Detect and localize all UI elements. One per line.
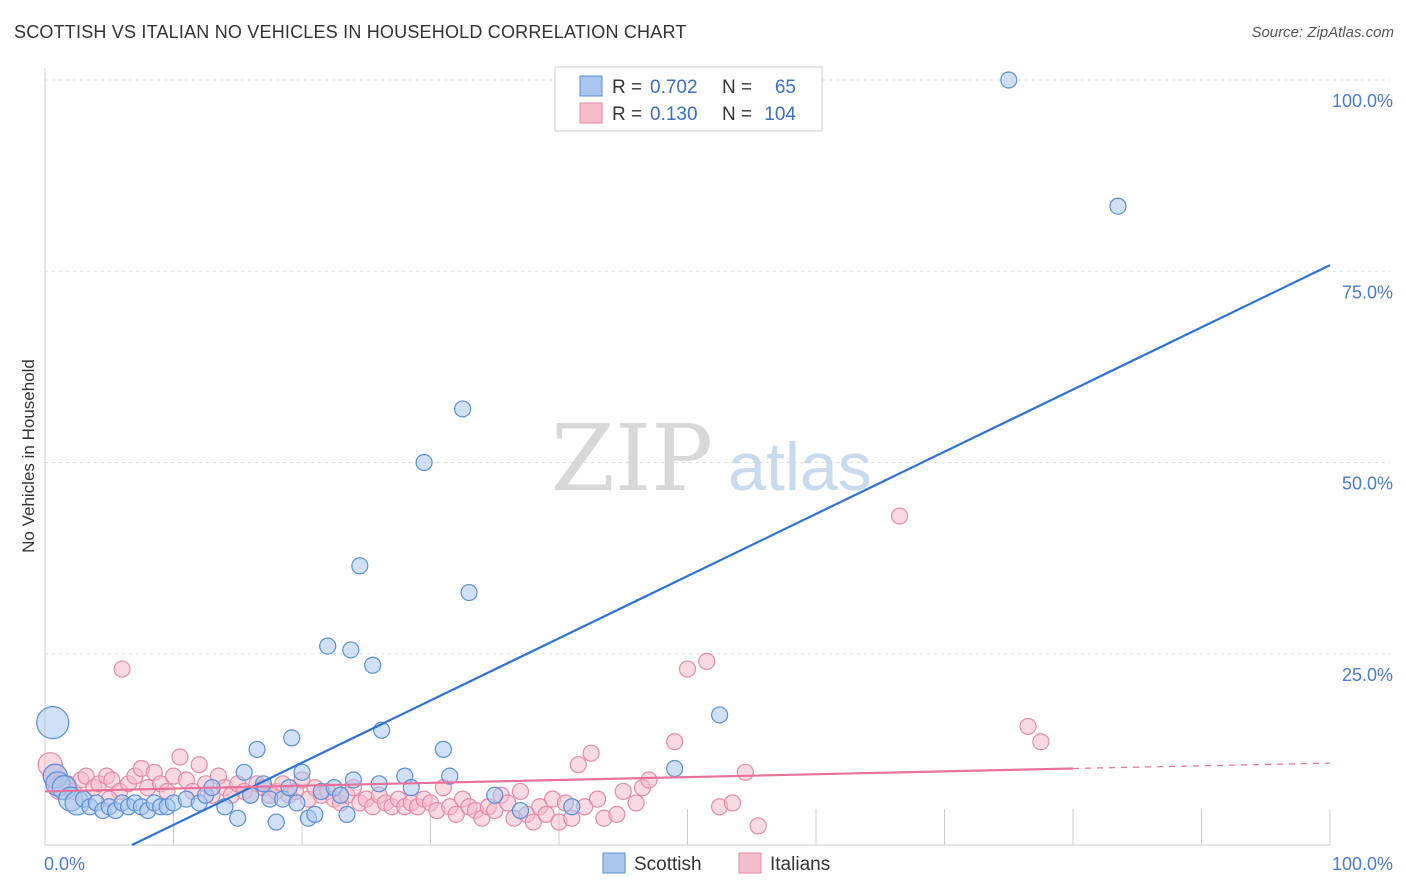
italians-point	[190, 756, 208, 774]
scottish-point	[288, 794, 306, 812]
italians-point	[723, 794, 742, 812]
scottish-r-label: R =	[612, 77, 642, 98]
scottish-point	[460, 583, 478, 602]
italians-point	[666, 733, 684, 751]
italians-point	[640, 771, 658, 789]
italians-point	[1019, 717, 1037, 736]
italians-series-label: Italians	[770, 854, 830, 875]
scottish-n-value: 65	[775, 77, 796, 98]
italians-series-swatch	[738, 852, 762, 874]
y-tick-label: 100.0%	[1332, 91, 1393, 111]
correlation-legend: R = 0.702 N = 65 R = 0.130 N = 104	[554, 66, 823, 132]
italians-point	[678, 660, 697, 678]
scottish-point	[441, 767, 459, 785]
trend-lines	[44, 264, 1331, 846]
scottish-point	[454, 400, 472, 418]
scottish-point	[338, 805, 356, 824]
watermark-atlas: atlas	[728, 429, 872, 505]
scottish-point	[666, 759, 684, 778]
italians-trend-line	[44, 767, 1074, 793]
italians-point	[1032, 733, 1050, 751]
italians-point	[608, 805, 626, 824]
scottish-point	[563, 798, 581, 816]
scottish-point	[1109, 197, 1127, 215]
scottish-point	[486, 786, 504, 804]
scottish-point	[342, 641, 360, 659]
scottish-point	[267, 813, 285, 831]
scottish-points	[36, 71, 1127, 831]
italians-point	[890, 507, 909, 525]
source-credit: Source: ZipAtlas.com	[1251, 24, 1394, 41]
scottish-point	[319, 637, 337, 655]
italians-r-label: R =	[612, 104, 642, 125]
scottish-point	[229, 809, 247, 827]
italians-points	[37, 507, 1050, 835]
scottish-point	[364, 656, 382, 674]
scottish-point	[434, 740, 452, 758]
italians-point	[588, 790, 607, 808]
scottish-point	[402, 779, 420, 797]
axes: 25.0% 50.0% 75.0% 100.0% 0.0% 100.0%	[44, 68, 1393, 874]
italians-point	[447, 805, 465, 824]
series-legend: Scottish Italians	[602, 852, 830, 875]
scottish-point	[711, 706, 729, 724]
scottish-point	[280, 779, 298, 797]
grid	[45, 79, 1390, 655]
italians-point	[511, 782, 530, 801]
scottish-point	[511, 801, 530, 820]
scottish-point	[306, 805, 324, 824]
scottish-legend-swatch	[579, 75, 603, 97]
italians-point	[171, 748, 189, 766]
italians-point	[499, 794, 517, 812]
scottish-series-swatch	[602, 852, 626, 874]
italians-n-label: N =	[722, 104, 752, 125]
watermark: ZIP atlas	[551, 405, 872, 512]
italians-point	[582, 744, 600, 762]
scottish-point	[1000, 71, 1018, 89]
scottish-point	[235, 763, 253, 781]
italians-n-value: 104	[764, 104, 796, 125]
x-tick-label-min: 0.0%	[44, 854, 85, 874]
italians-point	[749, 817, 767, 835]
scottish-point	[351, 557, 369, 575]
y-tick-label: 50.0%	[1342, 474, 1393, 494]
italians-trend-extension	[1072, 762, 1331, 770]
italians-point	[698, 652, 716, 671]
scottish-point	[415, 453, 433, 472]
scottish-point	[331, 786, 350, 804]
y-tick-label: 75.0%	[1342, 282, 1393, 302]
italians-point	[627, 794, 645, 812]
scottish-point	[248, 740, 266, 758]
y-axis-title: No Vehicles in Household	[19, 359, 38, 553]
italians-point	[524, 813, 542, 831]
italians-point	[113, 660, 131, 678]
italians-point	[537, 805, 555, 824]
italians-r-value: 0.130	[650, 104, 698, 125]
chart-title: SCOTTISH VS ITALIAN NO VEHICLES IN HOUSE…	[14, 22, 687, 42]
y-tick-label: 25.0%	[1342, 665, 1393, 685]
watermark-zip: ZIP	[551, 405, 713, 512]
x-tick-label-max: 100.0%	[1332, 854, 1393, 874]
scottish-r-value: 0.702	[650, 77, 698, 98]
scottish-point	[283, 729, 301, 747]
scottish-point	[36, 705, 70, 740]
italians-point	[614, 782, 632, 801]
scottish-n-label: N =	[722, 77, 752, 98]
scottish-trend-line	[131, 264, 1331, 846]
italians-point	[736, 763, 754, 781]
italians-legend-swatch	[579, 102, 603, 124]
scottish-point	[293, 763, 311, 781]
scottish-series-label: Scottish	[634, 854, 702, 875]
italians-point	[569, 756, 587, 774]
